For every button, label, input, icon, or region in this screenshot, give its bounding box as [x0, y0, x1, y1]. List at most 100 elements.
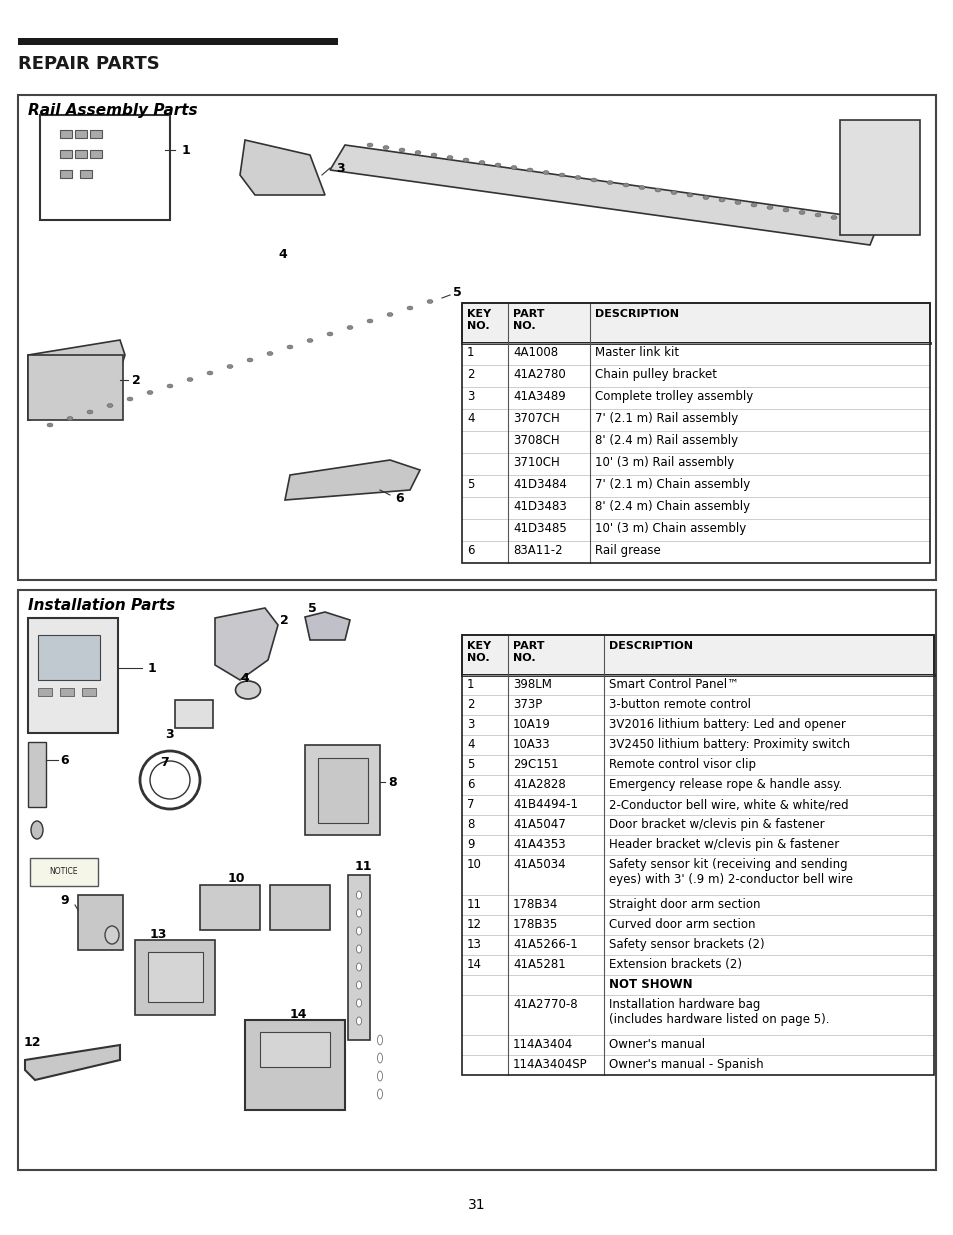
- Ellipse shape: [347, 326, 353, 330]
- Text: 398LM: 398LM: [513, 678, 551, 692]
- Ellipse shape: [686, 193, 692, 198]
- Ellipse shape: [542, 170, 548, 174]
- Text: Header bracket w/clevis pin & fastener: Header bracket w/clevis pin & fastener: [608, 839, 839, 851]
- Text: 41A2780: 41A2780: [513, 368, 565, 382]
- Bar: [174, 700, 213, 727]
- Ellipse shape: [511, 165, 517, 169]
- Text: PART
NO.: PART NO.: [513, 641, 544, 663]
- Ellipse shape: [377, 1035, 382, 1045]
- Text: 7' (2.1 m) Rail assembly: 7' (2.1 m) Rail assembly: [595, 412, 738, 425]
- Text: 1: 1: [467, 678, 474, 692]
- Ellipse shape: [367, 143, 373, 147]
- Bar: [28, 354, 123, 420]
- Bar: [18, 95, 935, 580]
- Text: Owner's manual - Spanish: Owner's manual - Spanish: [608, 1058, 762, 1071]
- Ellipse shape: [247, 358, 253, 362]
- Ellipse shape: [356, 927, 361, 935]
- Text: 178B35: 178B35: [513, 918, 558, 931]
- Ellipse shape: [575, 175, 580, 179]
- Bar: [38, 635, 100, 680]
- Text: 3: 3: [165, 729, 173, 741]
- Ellipse shape: [398, 148, 405, 152]
- Text: 10A19: 10A19: [513, 718, 550, 731]
- Text: REPAIR PARTS: REPAIR PARTS: [18, 56, 159, 73]
- Bar: [78, 895, 123, 950]
- Ellipse shape: [447, 156, 453, 159]
- Text: 2: 2: [280, 614, 289, 626]
- Ellipse shape: [105, 926, 119, 944]
- Ellipse shape: [639, 185, 644, 189]
- Text: 41D3483: 41D3483: [513, 500, 566, 513]
- Text: 1: 1: [467, 346, 474, 359]
- Ellipse shape: [407, 306, 413, 310]
- Text: KEY
NO.: KEY NO.: [467, 641, 491, 663]
- Text: 178B34: 178B34: [513, 898, 558, 911]
- Bar: [840, 120, 919, 235]
- Bar: [245, 1020, 345, 1110]
- Bar: [38, 688, 52, 697]
- Text: 114A3404: 114A3404: [513, 1037, 573, 1051]
- Text: 3-button remote control: 3-button remote control: [608, 698, 750, 711]
- Ellipse shape: [30, 821, 43, 839]
- Text: 3: 3: [467, 718, 474, 731]
- Text: 14: 14: [290, 1009, 307, 1021]
- Bar: [75, 149, 87, 158]
- Text: 1: 1: [182, 143, 191, 157]
- Ellipse shape: [356, 945, 361, 953]
- Text: Installation Parts: Installation Parts: [28, 598, 175, 613]
- Bar: [18, 38, 337, 44]
- Text: Owner's manual: Owner's manual: [608, 1037, 704, 1051]
- Ellipse shape: [719, 198, 724, 203]
- Text: 11: 11: [467, 898, 481, 911]
- Ellipse shape: [356, 890, 361, 899]
- Text: 6: 6: [467, 778, 474, 790]
- Text: 41A5281: 41A5281: [513, 958, 565, 971]
- Polygon shape: [214, 608, 277, 680]
- Bar: [305, 745, 379, 835]
- Text: 8' (2.4 m) Rail assembly: 8' (2.4 m) Rail assembly: [595, 433, 738, 447]
- Ellipse shape: [87, 410, 92, 414]
- Text: 4: 4: [277, 248, 287, 262]
- Ellipse shape: [558, 173, 564, 177]
- Text: Rail grease: Rail grease: [595, 543, 660, 557]
- Polygon shape: [240, 140, 325, 195]
- Text: 10' (3 m) Chain assembly: 10' (3 m) Chain assembly: [595, 522, 745, 535]
- Bar: [80, 170, 91, 178]
- Text: NOTICE: NOTICE: [50, 867, 78, 877]
- Text: Rail Assembly Parts: Rail Assembly Parts: [28, 103, 197, 119]
- Bar: [461, 635, 933, 1074]
- Text: 7' (2.1 m) Chain assembly: 7' (2.1 m) Chain assembly: [595, 478, 749, 492]
- Bar: [260, 1032, 330, 1067]
- Text: Smart Control Panel™: Smart Control Panel™: [608, 678, 739, 692]
- Text: 10' (3 m) Rail assembly: 10' (3 m) Rail assembly: [595, 456, 734, 469]
- Text: 9: 9: [60, 893, 69, 906]
- Text: 373P: 373P: [513, 698, 541, 711]
- Ellipse shape: [127, 396, 132, 401]
- Ellipse shape: [47, 424, 53, 427]
- Ellipse shape: [377, 1089, 382, 1099]
- Text: 5: 5: [308, 601, 316, 615]
- Ellipse shape: [377, 1053, 382, 1063]
- Bar: [60, 688, 74, 697]
- Ellipse shape: [734, 200, 740, 205]
- Text: Door bracket w/clevis pin & fastener: Door bracket w/clevis pin & fastener: [608, 818, 823, 831]
- Text: 2: 2: [132, 373, 141, 387]
- Text: Master link kit: Master link kit: [595, 346, 679, 359]
- Text: 8: 8: [467, 818, 474, 831]
- Ellipse shape: [67, 416, 73, 420]
- Ellipse shape: [478, 161, 484, 164]
- Ellipse shape: [670, 190, 677, 194]
- Ellipse shape: [356, 999, 361, 1007]
- Bar: [75, 130, 87, 138]
- Text: 2: 2: [467, 698, 474, 711]
- Text: 5: 5: [467, 758, 474, 771]
- Ellipse shape: [107, 404, 112, 408]
- Bar: [90, 130, 102, 138]
- Ellipse shape: [356, 1016, 361, 1025]
- Text: Safety sensor kit (receiving and sending
eyes) with 3' (.9 m) 2-conductor bell w: Safety sensor kit (receiving and sending…: [608, 858, 852, 885]
- Text: 4: 4: [467, 412, 474, 425]
- Ellipse shape: [766, 205, 772, 210]
- Ellipse shape: [799, 210, 804, 215]
- Text: 3: 3: [335, 162, 344, 174]
- Ellipse shape: [830, 215, 836, 220]
